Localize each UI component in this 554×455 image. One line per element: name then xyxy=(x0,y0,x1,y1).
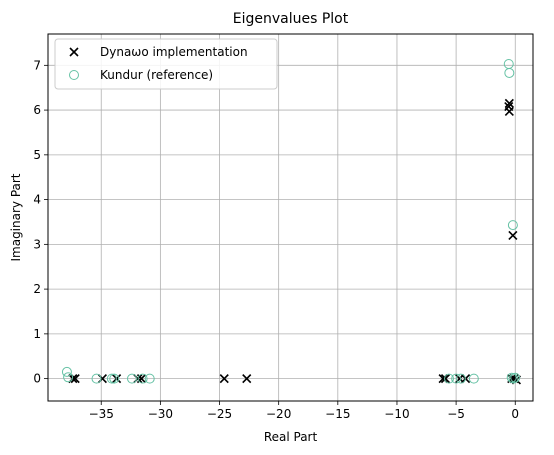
dynawo-eigenvalue-point xyxy=(242,374,252,384)
kundur-eigenvalue-point xyxy=(61,366,72,377)
dynawo-eigenvalue-point xyxy=(219,374,229,384)
x-tick-label: −5 xyxy=(447,407,465,421)
kundur-eigenvalue-point xyxy=(109,373,120,384)
plot-frame xyxy=(47,33,534,402)
dynawo-eigenvalue-point xyxy=(508,230,518,240)
kundur-eigenvalue-point xyxy=(444,373,455,384)
x-tick-label: 0 xyxy=(511,407,519,421)
kundur-eigenvalue-point xyxy=(63,372,74,383)
x-tick-label: −20 xyxy=(266,407,291,421)
kundur-eigenvalue-point xyxy=(144,373,155,384)
x-axis-ticks: −35 −30 −25 −20 −15 −10 −5 0 xyxy=(89,401,519,421)
x-tick-label: −10 xyxy=(384,407,409,421)
chart-title: Eigenvalues Plot xyxy=(233,11,349,27)
y-tick-label: 2 xyxy=(33,282,41,296)
y-tick-label: 6 xyxy=(33,103,41,117)
kundur-eigenvalue-point xyxy=(106,373,117,384)
y-tick-label: 4 xyxy=(33,193,41,207)
legend-box xyxy=(54,38,278,90)
dynawo-eigenvalue-point xyxy=(97,374,107,384)
kundur-eigenvalue-point xyxy=(510,372,521,383)
y-tick-label: 0 xyxy=(33,372,41,386)
grid xyxy=(48,34,533,401)
kundur-eigenvalue-point xyxy=(137,373,148,384)
x-tick-label: −15 xyxy=(325,407,350,421)
kundur-eigenvalue-point xyxy=(508,373,519,384)
x-tick-label: −30 xyxy=(148,407,173,421)
kundur-eigenvalue-point xyxy=(468,373,479,384)
x-tick-label: −35 xyxy=(89,407,114,421)
kundur-eigenvalue-point xyxy=(126,373,137,384)
kundur-eigenvalue-point xyxy=(455,373,466,384)
y-tick-label: 7 xyxy=(33,58,41,72)
x-axis-label: Real Part xyxy=(264,430,318,444)
x-tick-label: −25 xyxy=(207,407,232,421)
y-axis-label: Imaginary Part xyxy=(9,173,23,261)
y-tick-label: 3 xyxy=(33,237,41,251)
dynawo-eigenvalue-point xyxy=(440,374,451,384)
legend-marker-kundur xyxy=(69,70,79,80)
y-axis-ticks: 0 1 2 3 4 5 6 7 xyxy=(33,58,48,386)
plot-points xyxy=(61,58,522,385)
kundur-eigenvalue-point xyxy=(504,67,515,78)
kundur-eigenvalue-point xyxy=(451,373,462,384)
y-tick-label: 1 xyxy=(33,327,41,341)
dynawo-eigenvalue-point xyxy=(504,98,514,108)
legend: Dynaωo implementation Kundur (reference) xyxy=(54,38,278,90)
kundur-eigenvalue-point xyxy=(91,373,102,384)
y-tick-label: 5 xyxy=(33,148,41,162)
legend-label-dynawo: Dynaωo implementation xyxy=(100,45,248,59)
dynawo-eigenvalue-point xyxy=(504,106,514,116)
legend-label-kundur: Kundur (reference) xyxy=(100,68,213,82)
kundur-eigenvalue-point xyxy=(507,220,518,231)
legend-marker-dynawo xyxy=(69,47,79,57)
kundur-eigenvalue-point xyxy=(506,372,517,383)
dynawo-eigenvalue-point xyxy=(438,374,448,384)
